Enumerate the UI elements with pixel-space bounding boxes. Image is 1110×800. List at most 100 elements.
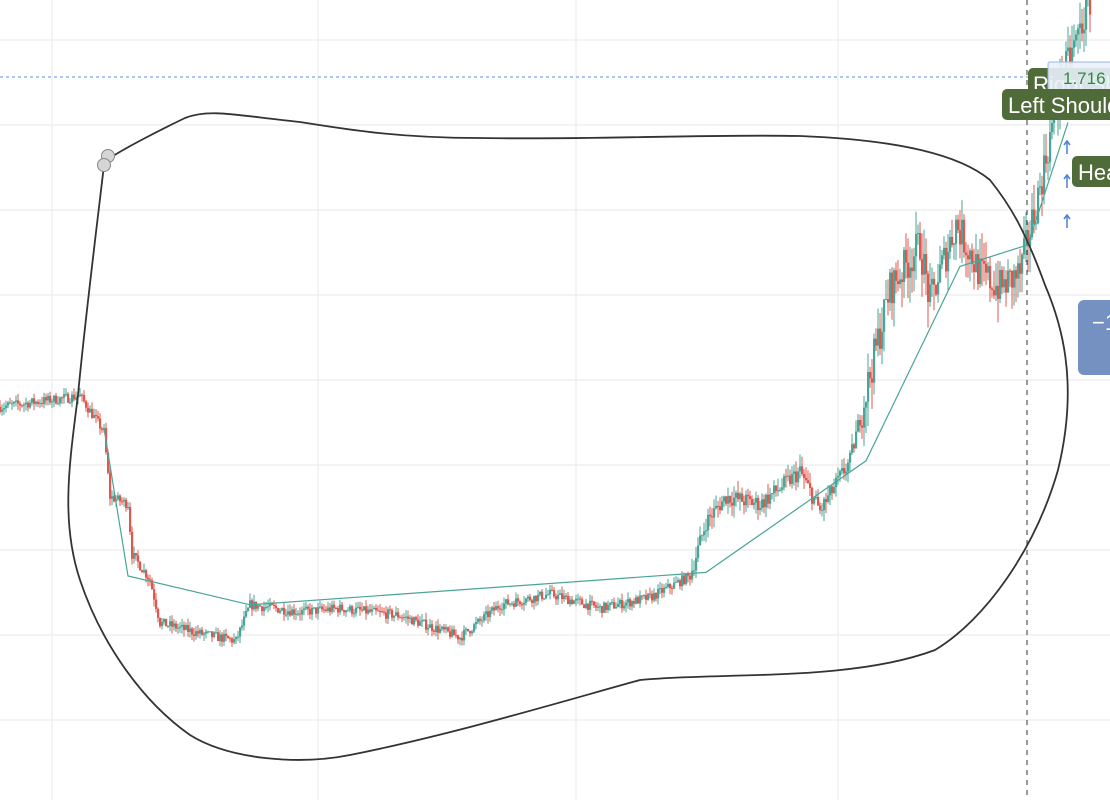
candle-body	[751, 499, 754, 505]
candle-body	[729, 496, 732, 503]
candle-body	[953, 243, 956, 245]
candle-body	[413, 617, 416, 625]
candle-body	[439, 628, 442, 633]
candle-body	[577, 598, 580, 600]
candle-body	[349, 606, 352, 611]
candle-body	[907, 262, 910, 278]
candle-body	[677, 580, 680, 582]
candle-body	[427, 627, 430, 630]
candle-body	[385, 612, 388, 619]
candle-body	[687, 573, 690, 576]
freehand-drawing[interactable]	[67, 112, 1069, 761]
candle-body	[847, 462, 850, 472]
candle-body	[993, 290, 996, 296]
candle-body	[545, 594, 548, 599]
candle-body	[549, 589, 552, 595]
candle-body	[733, 497, 736, 506]
candle-body	[51, 401, 54, 403]
candle-body	[469, 631, 472, 634]
candle-body	[905, 249, 908, 263]
candle-body	[1067, 47, 1070, 52]
candle-body	[437, 625, 440, 633]
candle-body	[213, 632, 216, 638]
candle-body	[997, 285, 1000, 299]
annotation-head-text: Head	[1078, 160, 1110, 185]
candle-body	[501, 609, 504, 611]
signal-arrows	[1063, 139, 1071, 228]
candle-body	[657, 588, 660, 599]
candle-body	[207, 631, 210, 633]
candle-body	[1051, 122, 1054, 133]
candle-body	[1077, 28, 1080, 35]
candle-body	[163, 618, 166, 622]
candle-body	[957, 219, 960, 231]
candle-body	[531, 600, 534, 603]
candle-body	[259, 605, 262, 607]
candle-body	[917, 233, 920, 235]
candle-body	[421, 620, 424, 622]
candle-body	[249, 600, 252, 608]
candle-body	[351, 606, 354, 614]
candle-body	[619, 599, 622, 604]
annotation-left-shoulder[interactable]: Left Shoulder	[1002, 89, 1110, 120]
candle-body	[55, 395, 58, 404]
candle-body	[727, 496, 730, 504]
annotation-price-tag[interactable]: 1.716	[1047, 61, 1110, 93]
candle-body	[117, 495, 120, 500]
candle-body	[377, 610, 380, 612]
candle-body	[995, 285, 998, 296]
candle-body	[801, 466, 804, 474]
candle-body	[661, 588, 664, 593]
candle-body	[959, 230, 962, 245]
candle-body	[505, 599, 508, 604]
candle-body	[455, 635, 458, 637]
candle-body	[419, 621, 422, 626]
candle-body	[227, 636, 230, 639]
candle-body	[95, 415, 98, 417]
candle-body	[463, 630, 466, 641]
candle-body	[659, 588, 662, 590]
candle-body	[239, 627, 242, 637]
candle-body	[495, 606, 498, 611]
candle-body	[211, 631, 214, 638]
candle-body	[509, 603, 512, 605]
candle-body	[65, 393, 68, 395]
candle-body	[193, 634, 196, 636]
candle-body	[641, 595, 644, 597]
candle-body	[97, 416, 100, 419]
candle-body	[739, 493, 742, 500]
candle-body	[587, 603, 590, 610]
candle-body	[831, 486, 834, 494]
candle-body	[815, 496, 818, 498]
candle-body	[521, 604, 524, 606]
candle-body	[441, 626, 444, 629]
drawing-handle[interactable]	[97, 158, 111, 172]
candle-body	[67, 393, 70, 403]
candle-body	[709, 514, 712, 517]
candle-body	[857, 420, 860, 432]
candle-body	[883, 299, 886, 332]
candle-body	[989, 266, 992, 289]
candle-body	[457, 635, 460, 640]
candle-body	[941, 255, 944, 265]
candle-body	[359, 606, 362, 610]
candle-body	[943, 247, 946, 256]
annotation-blue-tag[interactable]: −1	[1078, 300, 1110, 375]
candle-body	[289, 611, 292, 616]
candle-body	[405, 616, 408, 618]
candle-body	[607, 604, 610, 610]
candle-body	[135, 553, 138, 556]
annotation-head[interactable]: Head	[1072, 156, 1110, 187]
candle-body	[167, 625, 170, 627]
candle-body	[711, 516, 714, 518]
candle-body	[189, 628, 192, 632]
candle-body	[631, 601, 634, 607]
candle-body	[1033, 209, 1036, 224]
candle-body	[833, 487, 836, 494]
candle-body	[569, 599, 572, 605]
candle-body	[819, 505, 822, 511]
candle-body	[649, 593, 652, 595]
candle-body	[885, 299, 888, 301]
